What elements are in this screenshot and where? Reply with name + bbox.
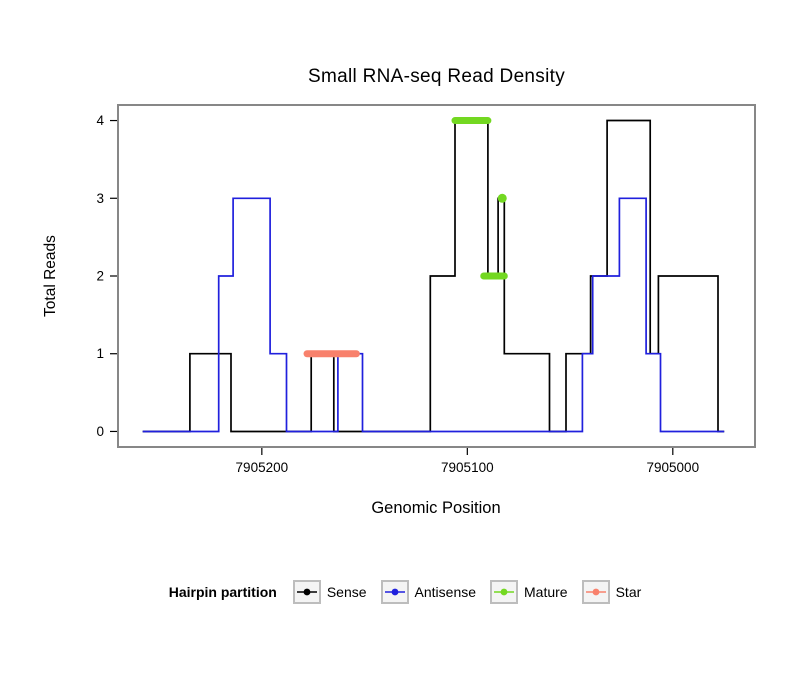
y-axis-title: Total Reads (42, 235, 59, 317)
legend-key-sense-icon (292, 580, 321, 604)
legend-title: Hairpin partition (168, 584, 277, 600)
series-antisense-line (142, 197, 725, 433)
y-tick-label: 3 (96, 191, 104, 206)
legend-key-star-icon (581, 580, 610, 604)
x-tick-label: 7905200 (236, 460, 289, 475)
legend-label-sense: Sense (326, 584, 367, 600)
legend-item-antisense: Antisense (380, 580, 477, 604)
legend-key-antisense-icon (380, 580, 409, 604)
y-tick-label: 1 (96, 346, 104, 361)
legend-label-star: Star (615, 584, 642, 600)
legend: Hairpin partition Sense Antisense Mature St… (0, 580, 810, 604)
x-axis-title: Genomic Position (371, 499, 500, 517)
legend-key-mature-icon (490, 580, 519, 604)
legend-label-mature: Mature (524, 584, 568, 600)
legend-items: Sense Antisense Mature Star (292, 580, 642, 604)
chart-title: Small RNA-seq Read Density (308, 66, 565, 87)
mature-point (497, 193, 507, 203)
x-tick-label: 7905100 (441, 460, 494, 475)
y-tick-label: 0 (96, 424, 104, 439)
legend-label-antisense: Antisense (414, 584, 477, 600)
x-tick-label: 7905000 (647, 460, 700, 475)
legend-item-mature: Mature (490, 580, 568, 604)
legend-item-sense: Sense (292, 580, 367, 604)
legend-item-star: Star (581, 580, 642, 604)
y-tick-label: 2 (96, 269, 104, 284)
plot-area: Total Reads Genomic Position 7905200 7905… (42, 104, 756, 517)
y-tick-label: 4 (96, 113, 104, 128)
